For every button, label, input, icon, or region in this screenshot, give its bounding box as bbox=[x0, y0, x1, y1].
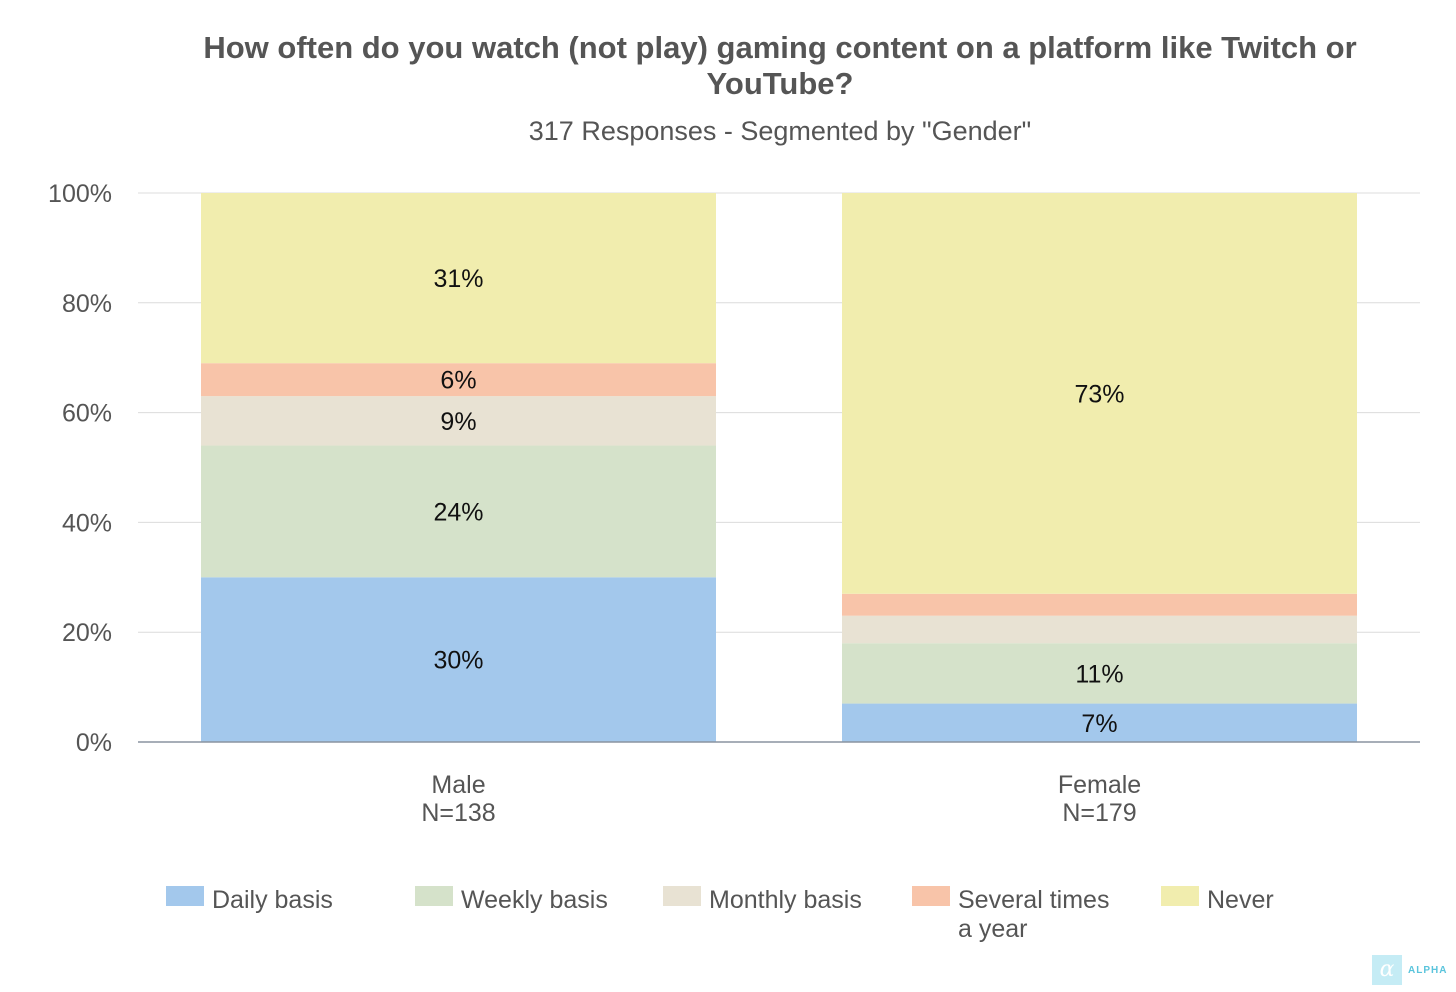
x-tick-sample-size: N=179 bbox=[1062, 799, 1136, 827]
bar-segment bbox=[842, 193, 1357, 594]
y-tick-label: 0% bbox=[76, 729, 112, 757]
chart-title: How often do you watch (not play) gaming… bbox=[203, 30, 1357, 101]
data-label: 9% bbox=[440, 408, 476, 436]
brand-text: ALPHA bbox=[1408, 964, 1448, 976]
legend-swatch bbox=[166, 886, 204, 906]
x-tick-label: Male bbox=[431, 771, 485, 799]
y-tick-label: 60% bbox=[62, 400, 112, 428]
legend-swatch bbox=[1161, 886, 1199, 906]
bar-segment bbox=[842, 593, 1357, 616]
data-label: 7% bbox=[1081, 710, 1117, 738]
data-label: 6% bbox=[440, 367, 476, 395]
legend-label: Monthly basis bbox=[709, 886, 862, 914]
legend-item-never: Never bbox=[1161, 886, 1274, 915]
legend-swatch bbox=[663, 886, 701, 906]
data-label: 24% bbox=[433, 498, 483, 526]
chart-subtitle: 317 Responses - Segmented by "Gender" bbox=[528, 116, 1032, 146]
bar-segment bbox=[201, 577, 716, 742]
legend-swatch bbox=[912, 886, 950, 906]
legend-item-daily: Daily basis bbox=[166, 886, 333, 915]
legend-label: Daily basis bbox=[212, 886, 333, 914]
bar-segment bbox=[201, 193, 716, 364]
x-tick-label: Female bbox=[1058, 771, 1141, 799]
y-tick-label: 100% bbox=[48, 180, 112, 208]
y-tick-label: 40% bbox=[62, 509, 112, 537]
x-tick-sample-size: N=138 bbox=[421, 799, 495, 827]
legend-label: Never bbox=[1207, 886, 1274, 914]
legend-swatch bbox=[415, 886, 453, 906]
bar-segment bbox=[201, 396, 716, 446]
data-label: 30% bbox=[433, 647, 483, 675]
legend-item-monthly: Monthly basis bbox=[663, 886, 862, 915]
legend-label: Weekly basis bbox=[461, 886, 608, 914]
bar-segment bbox=[842, 643, 1357, 704]
bar-segment bbox=[201, 363, 716, 397]
data-label: 31% bbox=[433, 265, 483, 293]
brand-logo: α ALPHA bbox=[1372, 955, 1447, 985]
data-label: 11% bbox=[1075, 660, 1123, 688]
legend-label: Several times a year bbox=[958, 886, 1110, 943]
bar-segment bbox=[842, 615, 1357, 644]
y-tick-label: 80% bbox=[62, 290, 112, 318]
legend-item-several-times: Several times a year bbox=[912, 886, 1109, 944]
data-label: 73% bbox=[1074, 380, 1124, 408]
y-tick-label: 20% bbox=[62, 619, 112, 647]
legend-item-weekly: Weekly basis bbox=[415, 886, 608, 915]
bar-segment bbox=[201, 445, 716, 578]
stacked-bar-chart: 0% 20% 40% 60% 80% 100% 30% 24% 9% 6% 31% MaleN=138… bbox=[48, 180, 1420, 827]
alpha-logo-icon: α bbox=[1372, 955, 1402, 985]
bar-segment bbox=[842, 703, 1357, 742]
chart-legend: Daily basis Weekly basis Monthly basis S… bbox=[0, 886, 1456, 956]
